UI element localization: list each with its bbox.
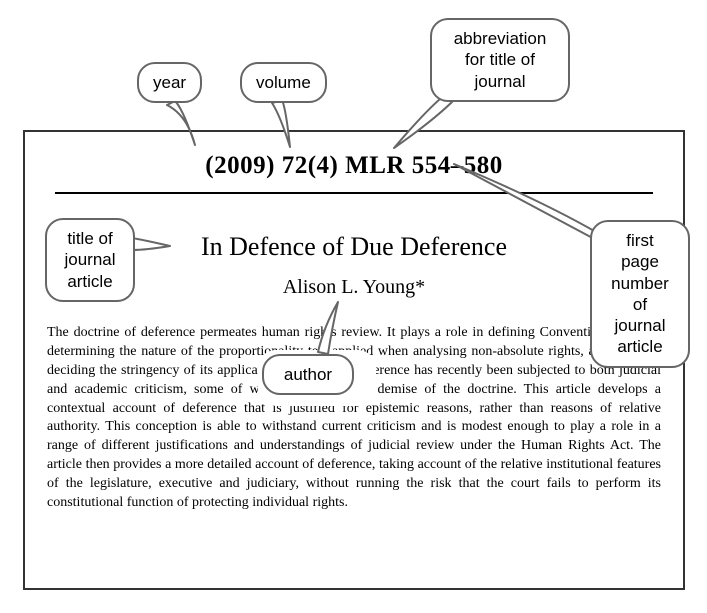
citation-year: (2009)	[205, 152, 275, 179]
callout-year-label: year	[153, 73, 186, 92]
callout-year: year	[137, 62, 202, 103]
callout-volume-label: volume	[256, 73, 311, 92]
callout-author: author	[262, 354, 354, 395]
horizontal-rule	[55, 192, 653, 194]
callout-title-of-article: title of journal article	[45, 218, 135, 302]
callout-volume: volume	[240, 62, 327, 103]
callout-author-label: author	[284, 365, 332, 384]
callout-journal-abbrev: abbreviation for title of journal	[430, 18, 570, 102]
callout-title-label: title of journal article	[64, 229, 115, 291]
callout-first-page-label: first page number of journal article	[611, 231, 669, 356]
citation-line: (2009) 72(4) MLR 554–580	[25, 152, 683, 180]
citation-pages: 554–580	[412, 152, 503, 179]
callout-journal-abbrev-label: abbreviation for title of journal	[454, 29, 547, 91]
citation-journal: MLR	[345, 152, 405, 179]
callout-first-page: first page number of journal article	[590, 220, 690, 368]
citation-volume: 72(4)	[282, 152, 339, 179]
